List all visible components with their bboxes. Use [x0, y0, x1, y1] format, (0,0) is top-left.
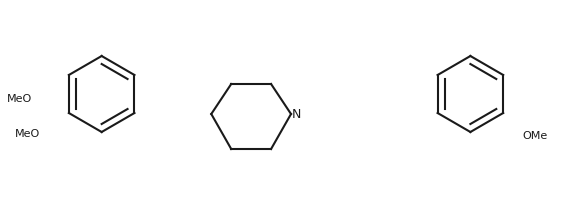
Text: MeO: MeO [15, 129, 40, 139]
Text: OMe: OMe [522, 131, 547, 141]
Text: MeO: MeO [6, 94, 32, 104]
Text: N: N [291, 108, 301, 121]
